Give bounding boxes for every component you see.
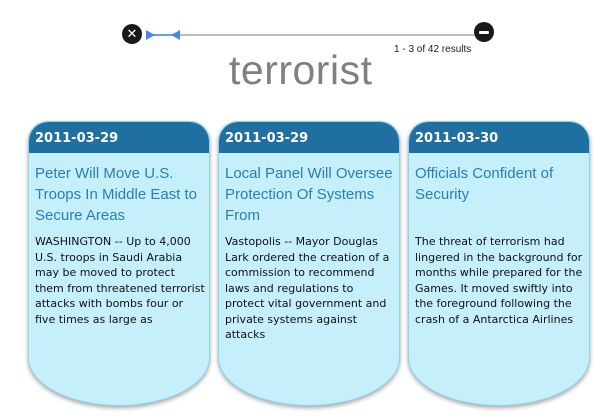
card-headline[interactable]: Peter Will Move U.S. Troops In Middle Ea… <box>35 165 198 224</box>
card-headline[interactable]: Officials Confident of Security <box>415 165 554 203</box>
result-card[interactable]: 2011-03-30 Officials Confident of Securi… <box>408 121 590 406</box>
card-body: The threat of terrorism had lingered in … <box>415 235 583 326</box>
slider-range <box>148 34 180 36</box>
card-headline[interactable]: Local Panel Will Oversee Protection Of S… <box>225 165 393 224</box>
card-date: 2011-03-29 <box>29 122 209 153</box>
minus-icon <box>479 30 489 34</box>
card-date: 2011-03-30 <box>409 122 589 153</box>
collapse-button[interactable] <box>474 22 494 42</box>
card-date: 2011-03-29 <box>219 122 399 153</box>
close-icon: ✕ <box>126 26 138 42</box>
results-count: 1 - 3 of 42 results <box>394 44 472 55</box>
slider-handle-start[interactable] <box>146 30 155 40</box>
close-button[interactable]: ✕ <box>122 24 142 44</box>
slider-handle-end[interactable] <box>171 30 180 40</box>
card-body: WASHINGTON -- Up to 4,000 U.S. troops in… <box>35 235 205 326</box>
card-body: Vastopolis -- Mayor Douglas Lark ordered… <box>225 235 390 341</box>
results-slider[interactable] <box>144 30 474 40</box>
result-card[interactable]: 2011-03-29 Local Panel Will Oversee Prot… <box>218 121 400 406</box>
result-card[interactable]: 2011-03-29 Peter Will Move U.S. Troops I… <box>28 121 210 406</box>
slider-track <box>178 34 474 36</box>
search-query: terrorist <box>229 47 373 93</box>
